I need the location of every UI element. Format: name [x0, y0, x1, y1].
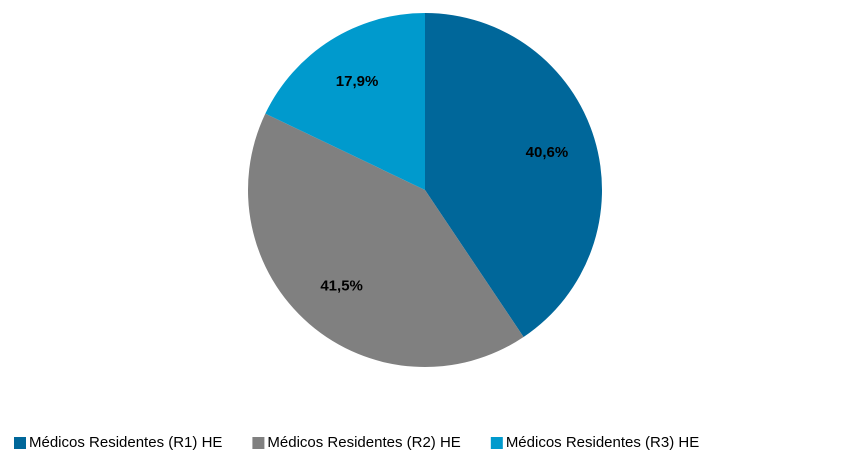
legend-label: Médicos Residentes (R2) HE — [267, 434, 460, 451]
legend-swatch — [14, 437, 26, 449]
legend-swatch — [252, 437, 265, 449]
pie-slice — [265, 13, 425, 190]
pie-slice — [248, 113, 524, 367]
data-label: 17,9% — [336, 73, 379, 90]
legend-label: Médicos Residentes (R1) HE — [29, 434, 222, 451]
data-label: 41,5% — [320, 277, 363, 294]
legend-swatch — [490, 437, 503, 449]
legend-label: Médicos Residentes (R3) HE — [506, 434, 699, 451]
data-label: 40,6% — [526, 144, 569, 161]
pie-slice — [425, 13, 602, 338]
